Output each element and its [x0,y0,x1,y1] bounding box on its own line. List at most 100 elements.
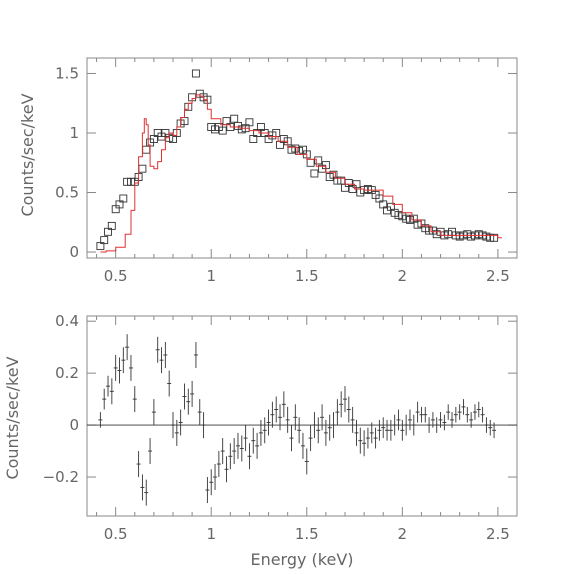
residual-point [430,412,435,428]
y-tick-label: 0 [69,243,79,261]
residual-point [117,357,122,384]
residual-point [121,347,126,374]
residual-point [132,386,137,413]
y-tick-label: 1 [69,124,79,142]
residual-point [438,412,443,428]
residual-point [381,417,386,439]
residual-point [461,399,466,415]
residual-point [453,406,458,423]
x-tick-label: 1 [206,267,216,285]
x-tick-label: 1.5 [295,525,319,543]
residual-point [201,412,206,439]
data-point [119,194,128,203]
residual-point [377,419,382,441]
residual-point [148,438,153,465]
residual-point [419,406,424,423]
residual-point [197,399,202,426]
residual-point [285,406,290,433]
residual-point [476,401,481,418]
residual-point [255,432,260,459]
residual-point [423,406,428,423]
residual-point [385,419,390,441]
residual-point [480,406,485,423]
spectrum-panel: 0.5 1 1.5 2 2.5 0 0.5 1 1.5 [55,57,518,285]
residual-point [213,464,218,491]
residual-point [186,388,191,415]
residual-point [339,391,344,418]
residual-point [216,451,221,478]
residual-point [350,406,355,433]
top-y-axis-title: Counts/sec/keV [18,93,37,216]
residual-point [362,430,367,457]
residual-point [369,422,374,444]
residual-point [140,474,145,501]
residual-point [300,432,305,459]
residual-point [174,419,179,446]
residual-point [404,414,409,436]
x-tick-label: 2 [398,267,408,285]
x-tick-label: 1 [206,525,216,543]
residual-point [163,341,168,368]
residual-point [182,383,187,410]
residual-point [278,404,283,431]
residual-point [331,412,336,439]
y-tick-label: 0.2 [55,364,79,382]
data-point [310,169,319,178]
residual-point [113,354,118,381]
residual-point [484,417,489,433]
residual-point [472,404,477,420]
residual-point [346,396,351,423]
residual-point [171,412,175,439]
residual-point [469,412,474,428]
residual-point [258,419,263,446]
residual-point [297,417,302,444]
residual-point [358,427,363,454]
residual-point [193,341,198,368]
residual-point [373,427,378,449]
residual-point [289,425,294,452]
model-curve [100,94,502,253]
residual-point [228,443,233,470]
residual-point [335,399,340,426]
data-point [218,126,227,135]
x-tick-label: 0.5 [104,267,128,285]
residual-point [293,404,298,431]
x-tick-label: 2 [398,525,408,543]
data-point [107,221,116,230]
residual-point [243,425,248,452]
data-point [230,114,239,123]
residual-point [102,388,107,410]
x-tick-label: 0.5 [104,525,128,543]
data-point [138,164,147,173]
residual-point [442,414,447,431]
residual-point [450,412,455,428]
residual-point [323,419,328,446]
x-tick-label: 2.5 [486,267,510,285]
residual-point [354,419,359,446]
residual-point [388,419,393,441]
data-point [100,236,109,245]
residual-point [220,438,225,465]
residual-point [312,412,317,439]
residual-point [247,443,252,470]
residual-point [304,448,309,475]
residuals-panel: 0.5 1 1.5 2 2.5 −0.2 0 0.2 0.4 [43,312,518,543]
residual-point [327,414,332,441]
bottom-y-axis-title: Counts/sec/keV [3,356,22,479]
residual-point [155,336,160,363]
residual-point [266,409,271,436]
residual-point [320,404,325,431]
data-point [306,158,315,167]
residual-point [308,425,313,452]
data-point [314,156,323,165]
x-axis-title: Energy (keV) [250,550,353,569]
residual-point [106,375,111,397]
residual-point [446,404,451,420]
residual-point [396,409,401,431]
plot-frame [86,57,518,259]
residual-point [281,391,286,418]
residual-point [262,417,267,444]
y-tick-label: 0.4 [55,312,79,330]
residual-point [270,401,275,428]
residual-point [235,432,240,459]
